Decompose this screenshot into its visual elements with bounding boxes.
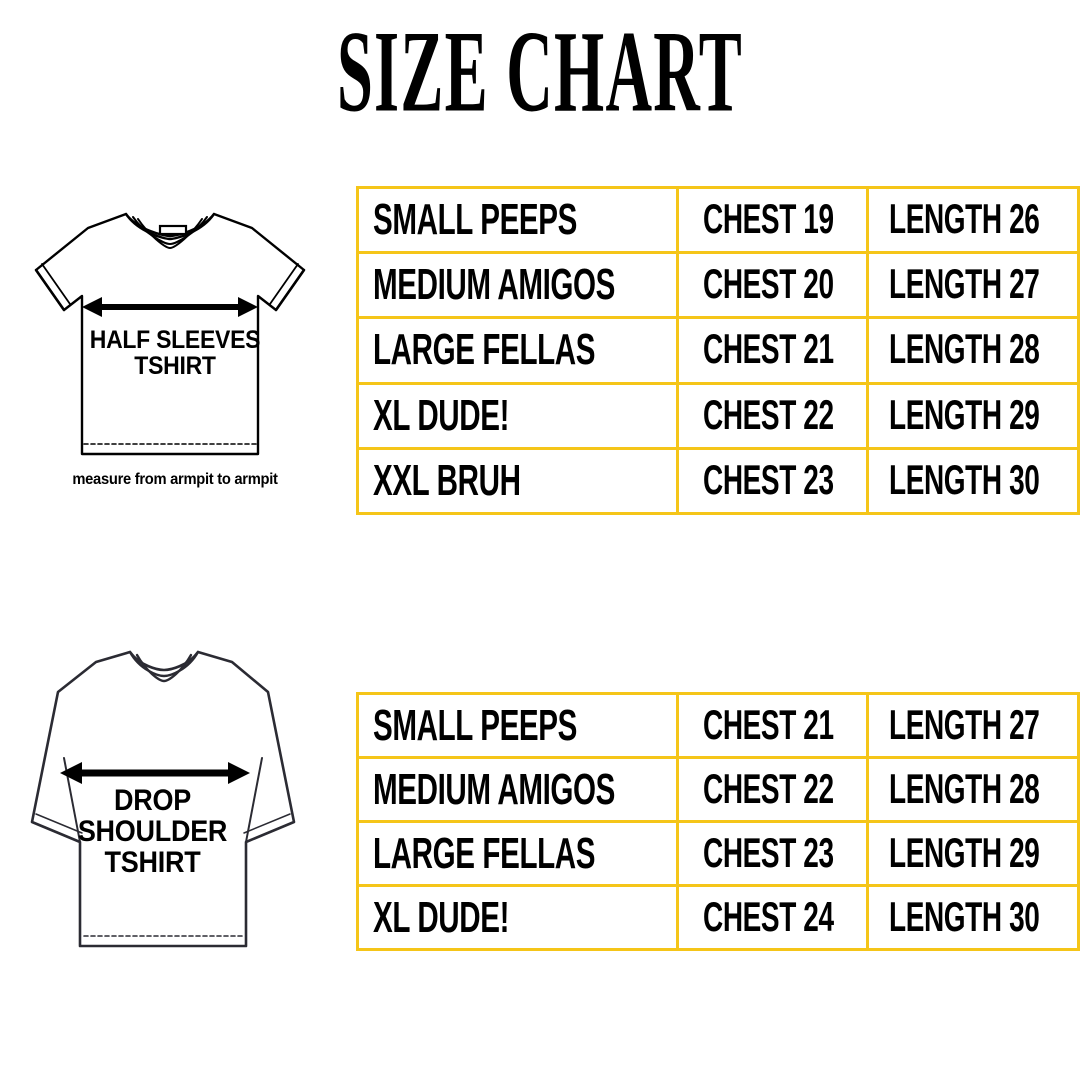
cell-length: LENGTH 30 [865, 446, 1080, 515]
cell-length: LENGTH 29 [865, 381, 1080, 450]
drop-shoulder-label-line1: DROP [114, 784, 191, 817]
cell-chest: CHEST 21 [675, 692, 869, 759]
cell-size: XXL BRUH [356, 446, 679, 515]
cell-size: SMALL PEEPS [356, 692, 679, 759]
table-row: XL DUDE! CHEST 22 LENGTH 29 [356, 381, 1080, 450]
neck-label-tag [158, 224, 188, 236]
cell-chest: CHEST 19 [675, 185, 869, 255]
half-sleeves-label: HALF SLEEVES TSHIRT [51, 327, 299, 379]
drop-shoulder-table-body: SMALL PEEPS CHEST 21 LENGTH 27 MEDIUM AM… [356, 692, 1080, 951]
table-row: SMALL PEEPS CHEST 19 LENGTH 26 [356, 185, 1080, 255]
cell-chest: CHEST 20 [675, 251, 869, 320]
table-row: SMALL PEEPS CHEST 21 LENGTH 27 [356, 692, 1080, 759]
table-row: XL DUDE! CHEST 24 LENGTH 30 [356, 884, 1080, 951]
cell-size: XL DUDE! [356, 884, 679, 951]
half-sleeves-label-line1: HALF SLEEVES [89, 326, 261, 354]
cell-chest: CHEST 24 [675, 884, 869, 951]
drop-shoulder-size-table: SMALL PEEPS CHEST 21 LENGTH 27 MEDIUM AM… [356, 692, 1080, 951]
table-row: MEDIUM AMIGOS CHEST 22 LENGTH 28 [356, 756, 1080, 823]
table-row: LARGE FELLAS CHEST 23 LENGTH 29 [356, 820, 1080, 887]
cell-chest: CHEST 22 [675, 756, 869, 823]
cell-chest: CHEST 23 [675, 820, 869, 887]
half-sleeves-table-body: SMALL PEEPS CHEST 19 LENGTH 26 MEDIUM AM… [356, 185, 1080, 515]
half-sleeves-label-line2: TSHIRT [134, 352, 216, 380]
drop-shoulder-label-line3: TSHIRT [104, 846, 201, 880]
armpit-measure-note: measure from armpit to armpit [72, 471, 278, 488]
cell-size: MEDIUM AMIGOS [356, 251, 679, 320]
cell-length: LENGTH 29 [865, 820, 1080, 887]
cell-length: LENGTH 26 [865, 185, 1080, 255]
cell-length: LENGTH 28 [865, 316, 1080, 385]
table-row: XXL BRUH CHEST 23 LENGTH 30 [356, 446, 1080, 515]
cell-size: XL DUDE! [356, 381, 679, 450]
cell-length: LENGTH 27 [865, 692, 1080, 759]
page-title: SIZE CHART [336, 7, 744, 137]
cell-size: SMALL PEEPS [356, 185, 679, 255]
half-sleeves-size-table: SMALL PEEPS CHEST 19 LENGTH 26 MEDIUM AM… [356, 185, 1080, 515]
cell-chest: CHEST 21 [675, 316, 869, 385]
table-row: MEDIUM AMIGOS CHEST 20 LENGTH 27 [356, 251, 1080, 320]
drop-shoulder-label-line2: SHOULDER [77, 815, 228, 849]
cell-size: MEDIUM AMIGOS [356, 756, 679, 823]
half-sleeves-tshirt-illustration [34, 212, 306, 456]
cell-length: LENGTH 27 [865, 251, 1080, 320]
cell-size: LARGE FELLAS [356, 316, 679, 385]
drop-shoulder-tshirt-illustration [30, 650, 296, 948]
cell-length: LENGTH 28 [865, 756, 1080, 823]
cell-length: LENGTH 30 [865, 884, 1080, 951]
chest-width-arrow [60, 762, 250, 784]
chest-width-arrow [82, 297, 258, 317]
cell-chest: CHEST 23 [675, 446, 869, 515]
table-row: LARGE FELLAS CHEST 21 LENGTH 28 [356, 316, 1080, 385]
drop-shoulder-label: DROP SHOULDER TSHIRT [38, 785, 268, 879]
cell-chest: CHEST 22 [675, 381, 869, 450]
cell-size: LARGE FELLAS [356, 820, 679, 887]
